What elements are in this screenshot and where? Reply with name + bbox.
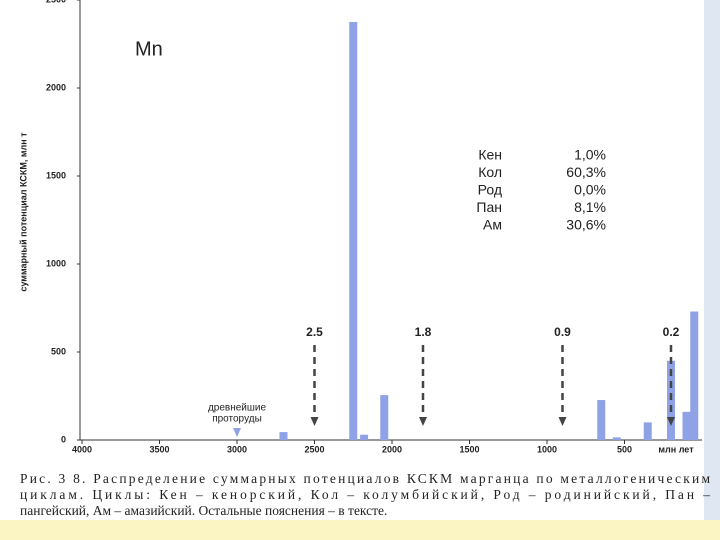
share-name: Кен	[478, 147, 502, 163]
y-tick-label: 0	[61, 434, 66, 444]
share-name: Род	[478, 182, 502, 198]
side-band	[704, 0, 720, 520]
y-tick-label: 500	[51, 346, 66, 356]
y-tick-label: 1000	[46, 258, 66, 268]
x-axis-label: млн лет	[658, 444, 694, 454]
marker-label: 1.8	[415, 325, 432, 339]
caption-line: Рис. 3 8. Распределение суммарных потенц…	[20, 471, 710, 486]
share-value: 30,6%	[566, 217, 606, 233]
share-value: 1,0%	[574, 147, 606, 163]
y-tick-label: 2000	[46, 82, 66, 92]
share-name: Пан	[476, 199, 502, 215]
share-name: Ам	[483, 217, 502, 233]
share-value: 8,1%	[574, 199, 606, 215]
x-tick-label: 2500	[304, 444, 324, 454]
bar	[349, 22, 358, 440]
y-tick-label: 2500	[46, 0, 66, 4]
x-tick-label: 1500	[459, 444, 479, 454]
x-tick-label: 3000	[227, 444, 247, 454]
bar	[597, 400, 606, 440]
share-value: 0,0%	[574, 182, 606, 198]
x-tick-label: 1000	[537, 444, 557, 454]
bar	[690, 311, 699, 440]
x-tick-label: 2000	[382, 444, 402, 454]
marker-label: 0.2	[663, 325, 680, 339]
x-tick-label: 3500	[149, 444, 169, 454]
caption-line: циклам. Циклы: Кен – кенорский, Кол – ко…	[20, 487, 710, 502]
caption-line: пангейский, Ам – амазийский. Остальные п…	[20, 503, 387, 518]
chart-title: Mn	[135, 38, 163, 60]
y-axis-label: суммарный потенциал КСКМ, млн т	[18, 132, 28, 292]
bar	[380, 395, 389, 440]
x-tick-label: 500	[617, 444, 632, 454]
marker-head	[667, 417, 675, 426]
y-tick-label: 1500	[46, 170, 66, 180]
note-text: древнейшие	[208, 403, 267, 414]
footer-band	[0, 520, 720, 540]
marker-head	[419, 417, 427, 426]
marker-label: 0.9	[554, 325, 571, 339]
share-value: 60,3%	[566, 164, 606, 180]
bar	[612, 437, 621, 440]
bar	[643, 422, 652, 440]
bar	[279, 432, 288, 440]
share-name: Кол	[478, 164, 502, 180]
note-arrow	[233, 428, 241, 437]
marker-head	[558, 417, 567, 426]
note-text: протоpуды	[212, 414, 262, 425]
x-tick-label: 4000	[72, 444, 92, 454]
bar	[682, 411, 691, 440]
marker-head	[310, 417, 319, 426]
bar	[667, 360, 675, 440]
marker-label: 2.5	[306, 325, 323, 339]
bar	[360, 434, 369, 440]
